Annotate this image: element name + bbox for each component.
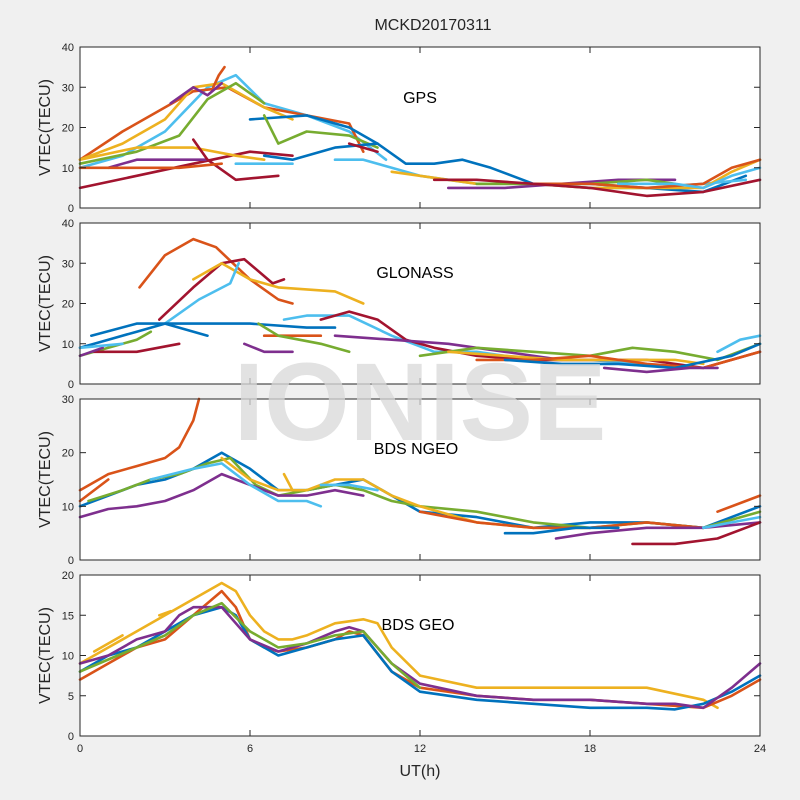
series-line bbox=[78, 342, 124, 350]
series-line bbox=[78, 605, 762, 710]
panel-bds-ngeo: 0 10 20 30 VTEC(TECU) BDS NGEO bbox=[37, 394, 762, 567]
x-tick-label: 24 bbox=[754, 743, 766, 755]
series-line bbox=[531, 158, 762, 190]
series-line bbox=[554, 521, 762, 540]
panel-gps: 0 10 20 30 40 VTEC(TECU) GPS bbox=[37, 42, 762, 215]
panel-label: BDS NGEO bbox=[374, 441, 458, 458]
series-line bbox=[602, 366, 719, 374]
series-line bbox=[90, 322, 337, 338]
panel-label: GLONASS bbox=[376, 265, 453, 282]
series-line bbox=[347, 142, 379, 153]
y-tick-label: 10 bbox=[62, 163, 74, 175]
series-line bbox=[158, 257, 286, 321]
series-line bbox=[432, 178, 762, 198]
series-line bbox=[716, 334, 762, 354]
series-line bbox=[262, 114, 379, 149]
y-tick-label: 0 bbox=[68, 555, 74, 567]
y-tick-label: 30 bbox=[62, 258, 74, 270]
series-line bbox=[78, 605, 762, 711]
x-tick-label: 6 bbox=[247, 743, 253, 755]
series-line bbox=[78, 81, 266, 165]
y-tick-label: 0 bbox=[68, 731, 74, 743]
x-tick-label: 12 bbox=[414, 743, 426, 755]
series-line bbox=[138, 237, 294, 305]
y-tick-label: 30 bbox=[62, 394, 74, 406]
y-tick-label: 40 bbox=[62, 42, 74, 54]
series-line bbox=[616, 166, 762, 190]
x-axis-label: UT(h) bbox=[400, 763, 441, 780]
series-line bbox=[716, 494, 762, 514]
y-tick-label: 40 bbox=[62, 218, 74, 230]
series-line bbox=[78, 601, 422, 690]
series-line bbox=[503, 342, 762, 370]
x-tick-label: 0 bbox=[77, 743, 83, 755]
y-tick-label: 0 bbox=[68, 203, 74, 215]
y-tick-label: 10 bbox=[62, 651, 74, 663]
series-line bbox=[92, 634, 124, 653]
y-tick-label: 10 bbox=[62, 339, 74, 351]
series-line bbox=[257, 322, 351, 354]
series-line bbox=[243, 342, 294, 354]
series-line bbox=[418, 342, 762, 362]
y-tick-label: 30 bbox=[62, 82, 74, 94]
series-line bbox=[282, 472, 294, 492]
series-line bbox=[78, 472, 365, 519]
x-tick-label: 18 bbox=[584, 743, 596, 755]
series-line bbox=[78, 581, 719, 710]
y-tick-label: 0 bbox=[68, 379, 74, 391]
plot-area bbox=[80, 575, 760, 736]
y-tick-label: 10 bbox=[62, 501, 74, 513]
y-axis-label: VTEC(TECU) bbox=[37, 79, 54, 176]
series-line bbox=[78, 322, 209, 350]
y-tick-label: 20 bbox=[62, 123, 74, 135]
watermark: IONISE bbox=[234, 341, 607, 464]
series-line bbox=[78, 150, 294, 190]
series-line bbox=[475, 350, 762, 370]
series-line bbox=[192, 138, 280, 182]
y-axis-label: VTEC(TECU) bbox=[37, 607, 54, 704]
y-tick-label: 20 bbox=[62, 570, 74, 582]
series-line bbox=[78, 397, 201, 492]
panel-glonass: 0 10 20 30 40 VTEC(TECU) GLONASS bbox=[37, 218, 762, 391]
series-line bbox=[319, 483, 379, 492]
panel-label: GPS bbox=[403, 90, 437, 107]
plot-area bbox=[80, 47, 760, 208]
plot-area bbox=[80, 399, 760, 560]
series-line bbox=[78, 146, 266, 161]
series-line bbox=[163, 261, 240, 325]
series-line bbox=[211, 65, 226, 89]
series-line bbox=[107, 158, 209, 170]
series-line bbox=[158, 609, 172, 617]
series-line bbox=[78, 162, 223, 170]
panels: 0 10 20 30 40 VTEC(TECU) GPS 0 10 20 30 40 VTEC(TECU… bbox=[37, 42, 766, 755]
y-axis-label: VTEC(TECU) bbox=[37, 431, 54, 528]
series-line bbox=[319, 310, 762, 370]
figure-title: MCKD20170311 bbox=[374, 17, 491, 34]
series-line bbox=[169, 81, 223, 105]
series-line bbox=[92, 342, 181, 354]
y-tick-label: 5 bbox=[68, 691, 74, 703]
y-axis-label: VTEC(TECU) bbox=[37, 255, 54, 352]
series-line bbox=[78, 346, 104, 358]
series-line bbox=[192, 261, 365, 305]
y-tick-label: 20 bbox=[62, 448, 74, 460]
series-line bbox=[701, 515, 762, 530]
y-tick-label: 15 bbox=[62, 610, 74, 622]
panel-label: BDS GEO bbox=[382, 617, 455, 634]
series-line bbox=[631, 521, 762, 546]
series-line bbox=[418, 510, 705, 530]
series-line bbox=[333, 334, 564, 362]
series-line bbox=[149, 462, 323, 508]
series-line bbox=[503, 526, 620, 535]
series-line bbox=[446, 350, 705, 366]
series-line bbox=[78, 478, 110, 503]
y-tick-label: 20 bbox=[62, 299, 74, 311]
panel-bds-geo: 0 5 10 15 20 0 6 12 18 24 VTEC(TECU) BDS GEO bbox=[37, 570, 766, 755]
